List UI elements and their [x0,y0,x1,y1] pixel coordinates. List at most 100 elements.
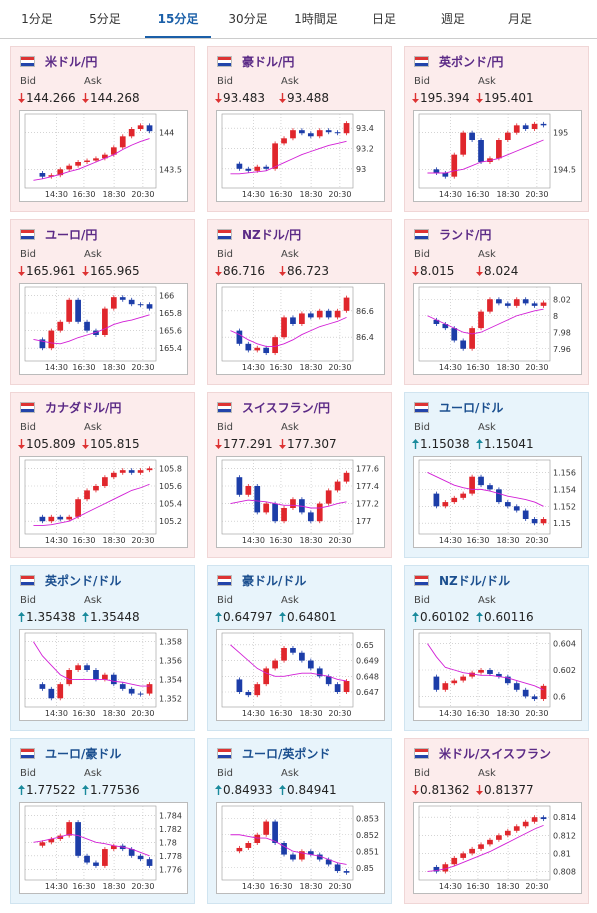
x-tick-label: 14:30 [45,536,68,545]
candle-body [299,313,305,324]
quote-card[interactable]: ユーロ/円 Bid Ask 165.961 165.965 165.4 165.6 165.8… [10,219,195,385]
x-tick-label: 14:30 [242,363,265,372]
candle-body [325,130,332,133]
arrow-shape [412,785,419,795]
candle-body [102,308,108,335]
tab[interactable]: 日足 [371,12,396,26]
plot-frame [24,286,157,362]
candle-body [531,817,538,822]
bid-value: 105.809 [18,437,76,451]
plot-frame [221,632,354,708]
arrow-shape [279,93,286,103]
arrow-shape [82,266,89,276]
ask-value: 86.723 [279,264,329,278]
quote-card[interactable]: NZドル/円 Bid Ask 86.716 86.723 86.4 86.6 14:30 16:… [207,219,392,385]
candle-body [119,136,126,148]
arrow-icon [412,266,419,276]
candle-body [66,670,73,685]
quote-card[interactable]: スイスフラン/円 Bid Ask 177.291 177.307 177 177.2 177.… [207,392,392,558]
tab[interactable]: 月足 [507,12,532,26]
candle-body [272,503,278,522]
candle-body [290,317,296,324]
y-tick-label: 105.6 [159,482,182,491]
arrow-icon [82,93,89,103]
candle-body [513,683,520,690]
candle-body [281,508,287,522]
tab[interactable]: 1分足 [21,12,53,26]
candle-body [540,519,547,524]
candle-body [39,173,46,177]
bid-label: Bid [217,76,233,87]
quote-card[interactable]: ユーロ/英ポンド Bid Ask 0.84933 0.84941 0.85 0.851 0.8… [207,738,392,904]
arrow-icon [412,439,419,449]
quote-card[interactable]: 豪ドル/ドル Bid Ask 0.64797 0.64801 0.647 0.648 0.64… [207,565,392,731]
candle-body [272,337,278,354]
bid-label: Bid [414,768,430,779]
arrow-shape [82,612,89,622]
quote-card[interactable]: 英ポンド/ドル Bid Ask 1.35438 1.35448 1.352 1.354 1.3… [10,565,195,731]
x-tick-label: 18:30 [103,536,126,545]
candle-body [540,817,547,820]
candle-body [433,676,440,690]
tab[interactable]: 週足 [440,12,465,26]
bid-value: 0.60102 [412,610,470,624]
tab[interactable]: 5分足 [89,12,121,26]
candle-body [119,470,126,473]
tab[interactable]: 1時間足 [294,12,338,26]
mini-chart: 1.15 1.152 1.154 1.156 14:30 16:30 18:30 20:30 [413,456,582,548]
quote-card[interactable]: ユーロ/ドル Bid Ask 1.15038 1.15041 1.15 1.152 1.154… [404,392,589,558]
moving-average [33,641,150,687]
quote-card[interactable]: ランド/円 Bid Ask 8.015 8.024 7.96 7.98 8 8.02 14:30 1… [404,219,589,385]
ask-value: 165.965 [82,264,140,278]
quote-card[interactable]: 米ドル/スイスフラン Bid Ask 0.81362 0.81377 0.808 0.81 0… [404,738,589,904]
arrow-icon [412,612,419,622]
candle-body [334,684,341,692]
moving-average [427,472,544,507]
bid-label: Bid [414,249,430,260]
candle-body [307,133,314,137]
candle-body [504,676,511,684]
candle-body [469,476,475,494]
x-tick-label: 20:30 [328,536,351,545]
y-tick-label: 1.778 [159,852,182,861]
quote-card[interactable]: ユーロ/豪ドル Bid Ask 1.77522 1.77536 1.776 1.778 1.7… [10,738,195,904]
bid-label: Bid [20,249,36,260]
candle-body [299,130,305,134]
quote-card[interactable]: 米ドル/円 Bid Ask 144.266 144.268 143.5 144 14:30 16… [10,46,195,212]
bid-text: 0.81362 [420,783,470,797]
quote-card[interactable]: NZドル/ドル Bid Ask 0.60102 0.60116 0.6 0.602 0.604… [404,565,589,731]
candle-body [487,299,493,312]
candle-body [496,299,502,304]
x-tick-label: 14:30 [45,882,68,891]
ask-label: Ask [84,422,102,433]
x-tick-label: 14:30 [45,190,68,199]
arrow-icon [279,612,286,622]
y-tick-label: 8 [553,312,558,321]
candle-body [307,313,314,318]
tab[interactable]: 15分足 [145,0,211,38]
x-tick-label: 18:30 [103,363,126,372]
chart-frame [216,802,385,894]
candle-body [478,140,484,162]
x-tick-label: 20:30 [131,363,154,372]
quote-card[interactable]: カナダドル/円 Bid Ask 105.809 105.815 105.2 105.4 105… [10,392,195,558]
ask-text: 86.723 [287,264,329,278]
bid-text: 0.60102 [420,610,470,624]
x-tick-label: 16:30 [269,709,292,718]
tab[interactable]: 30分足 [228,12,268,26]
quote-card[interactable]: 豪ドル/円 Bid Ask 93.483 93.488 93 93.2 93.4 14:30 16… [207,46,392,212]
mini-chart: 177 177.2 177.4 177.6 14:30 16:30 18:30 20:30 [216,456,385,548]
candle-body [57,321,64,331]
arrow-icon [82,785,89,795]
candle-body [513,125,520,133]
arrow-shape [215,93,222,103]
arrow-icon [412,785,419,795]
bid-text: 0.84933 [223,783,273,797]
candle-body [48,838,55,843]
candle-body [57,684,64,699]
candle-body [334,481,341,491]
plot-frame [221,286,354,362]
x-tick-label: 18:30 [497,536,520,545]
quote-card[interactable]: 英ポンド/円 Bid Ask 195.394 195.401 194.5 195 14:30 1… [404,46,589,212]
bid-label: Bid [20,422,36,433]
